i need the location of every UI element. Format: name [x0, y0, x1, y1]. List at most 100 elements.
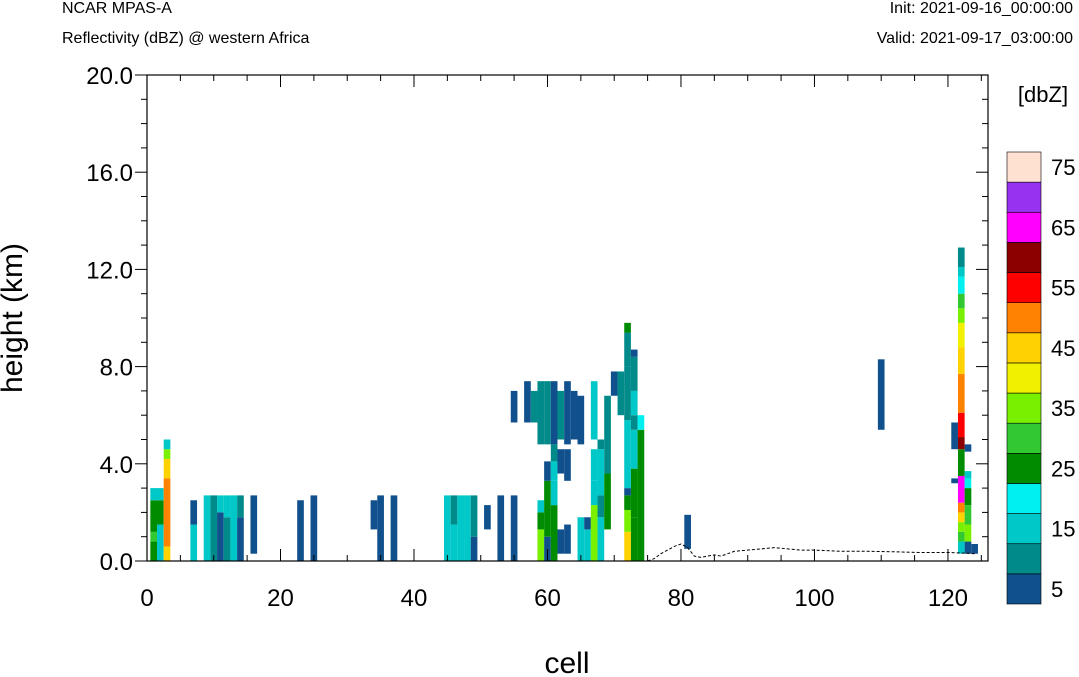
reflectivity-cell	[590, 381, 598, 440]
reflectivity-cell	[230, 495, 238, 561]
reflectivity-cell	[163, 439, 171, 450]
reflectivity-cell	[624, 488, 631, 496]
reflectivity-cell	[190, 500, 198, 525]
reflectivity-cell	[624, 509, 631, 532]
reflectivity-cell	[497, 495, 505, 561]
reflectivity-cell	[957, 266, 965, 277]
reflectivity-cell	[624, 420, 631, 489]
model-title: NCAR MPAS-A	[62, 0, 172, 17]
colorbar-label: 65	[1051, 215, 1075, 240]
reflectivity-cell	[590, 505, 598, 561]
reflectivity-cell	[630, 517, 638, 561]
colorbar-segment	[1006, 573, 1042, 605]
reflectivity-cell	[557, 390, 565, 440]
reflectivity-cell	[537, 500, 545, 513]
reflectivity-cell	[163, 449, 171, 459]
reflectivity-cell	[544, 381, 551, 445]
reflectivity-cell	[163, 546, 171, 561]
x-tick-label: 80	[668, 585, 695, 612]
reflectivity-cell	[637, 429, 645, 561]
reflectivity-cell	[150, 531, 158, 542]
reflectivity-cell	[577, 395, 585, 445]
reflectivity-cell	[957, 293, 965, 309]
reflectivity-cell	[630, 468, 638, 518]
reflectivity-cell	[544, 480, 551, 537]
reflectivity-cell	[370, 500, 378, 530]
reflectivity-cell	[510, 495, 518, 561]
colorbar-segment	[1006, 543, 1042, 575]
reflectivity-cell	[624, 531, 631, 561]
reflectivity-cell	[957, 541, 965, 554]
y-tick-label: 8.0	[100, 355, 133, 382]
reflectivity-cell	[203, 495, 211, 561]
x-tick-label: 60	[534, 585, 561, 612]
reflectivity-cell	[964, 471, 972, 479]
colorbar-segment	[1006, 151, 1042, 183]
plot-area	[150, 247, 978, 561]
reflectivity-cell	[223, 495, 231, 518]
reflectivity-cell	[630, 429, 638, 469]
reflectivity-cell	[550, 444, 558, 462]
reflectivity-cell	[450, 495, 458, 525]
reflectivity-cell	[957, 512, 965, 523]
reflectivity-cell	[377, 495, 384, 561]
terrain-profile-line	[647, 543, 975, 562]
reflectivity-cell	[530, 390, 538, 423]
reflectivity-cell	[237, 495, 244, 518]
reflectivity-cell	[163, 458, 171, 479]
reflectivity-cell	[217, 512, 224, 561]
reflectivity-cell	[537, 529, 545, 561]
colorbar-segment	[1006, 242, 1042, 273]
reflectivity-cell	[390, 495, 398, 561]
reflectivity-cell	[637, 415, 645, 430]
colorbar-label: 75	[1051, 155, 1075, 180]
reflectivity-cell	[624, 495, 631, 510]
reflectivity-cell	[590, 449, 598, 481]
reflectivity-cell	[310, 495, 318, 561]
reflectivity-cell	[464, 495, 471, 561]
reflectivity-cell	[150, 541, 158, 561]
reflectivity-cell	[597, 495, 605, 518]
reflectivity-cell	[630, 349, 638, 357]
y-tick-label: 16.0	[86, 160, 133, 187]
reflectivity-cell	[537, 512, 545, 530]
reflectivity-cell	[964, 478, 972, 489]
colorbar-segment	[1006, 181, 1042, 213]
reflectivity-cell	[564, 524, 571, 554]
colorbar-label: 45	[1051, 336, 1075, 361]
colorbar-title: [dbZ]	[1018, 82, 1068, 107]
colorbar-label: 15	[1051, 517, 1075, 542]
reflectivity-cell	[150, 488, 158, 501]
reflectivity-cell	[957, 347, 965, 374]
x-tick-label: 20	[267, 585, 294, 612]
colorbar-label: 5	[1051, 577, 1063, 602]
reflectivity-cell	[957, 522, 965, 532]
reflectivity-cell	[484, 505, 491, 530]
reflectivity-cell	[470, 495, 478, 537]
reflectivity-cell	[584, 517, 591, 530]
y-tick-label: 12.0	[86, 257, 133, 284]
reflectivity-cell	[630, 356, 638, 391]
colorbar-segment	[1006, 332, 1042, 364]
colorbar-label: 25	[1051, 456, 1075, 481]
reflectivity-cell	[510, 390, 518, 423]
reflectivity-cell	[604, 395, 611, 474]
colorbar-segment	[1006, 513, 1042, 545]
x-tick-label: 0	[140, 585, 153, 612]
reflectivity-cell	[597, 517, 605, 561]
plot-frame	[146, 74, 989, 562]
reflectivity-cell	[957, 449, 965, 476]
reflectivity-cell	[597, 449, 605, 496]
x-tick-label: 120	[928, 585, 968, 612]
reflectivity-cell	[624, 322, 631, 333]
reflectivity-cell	[957, 247, 965, 267]
reflectivity-cell	[550, 461, 558, 481]
colorbar-segment	[1006, 272, 1042, 303]
reflectivity-cell	[450, 524, 458, 561]
reflectivity-cell	[537, 381, 545, 445]
reflectivity-cell	[157, 488, 164, 501]
reflectivity-cell	[964, 488, 972, 506]
reflectivity-cell	[524, 381, 531, 423]
reflectivity-cell	[624, 366, 631, 421]
